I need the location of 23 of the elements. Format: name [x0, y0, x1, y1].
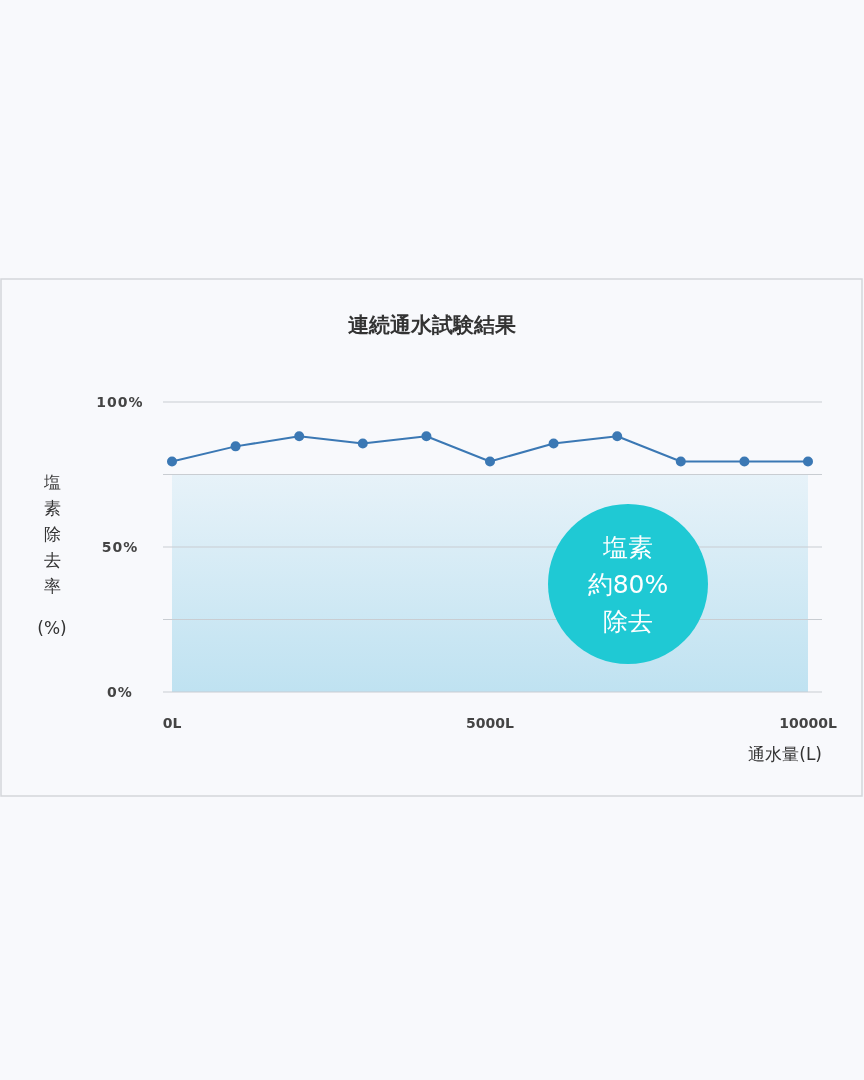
annotation: 除去 — [603, 607, 653, 636]
point — [803, 456, 813, 467]
annotation: 約80% — [587, 570, 669, 599]
x-tick-label: 5000L — [466, 715, 515, 731]
point — [739, 456, 750, 467]
point — [357, 438, 368, 449]
point — [675, 456, 686, 467]
point — [294, 431, 305, 442]
x-tick-label: 10000L — [779, 715, 837, 731]
y-tick-label: 0% — [107, 684, 133, 700]
point — [230, 441, 241, 452]
text: 塩素除去率(%) — [37, 472, 67, 638]
annotation: 塩素 — [602, 533, 653, 562]
y-tick-label: 100% — [96, 394, 144, 410]
y-tick-label: 50% — [101, 539, 139, 555]
point — [421, 431, 432, 442]
point — [548, 438, 559, 449]
point — [485, 456, 495, 467]
point — [612, 431, 623, 442]
point — [167, 456, 177, 467]
chart-title: 連続通水試験結果 — [348, 313, 516, 337]
x-axis-title: 通水量(L) — [748, 744, 822, 764]
x-tick-label: 0L — [162, 715, 182, 731]
